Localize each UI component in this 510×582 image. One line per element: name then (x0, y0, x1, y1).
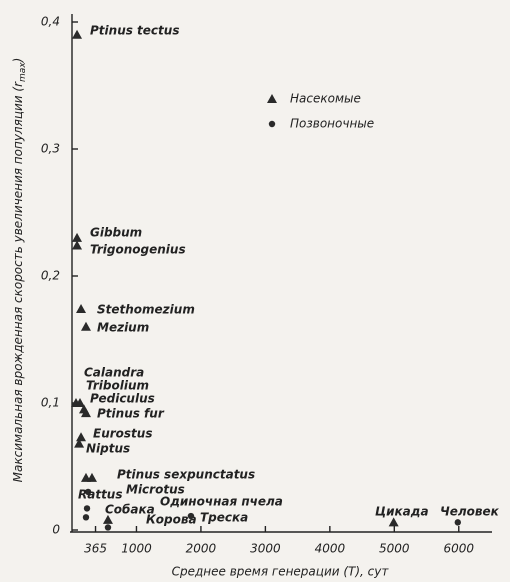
point-label: Calandra (84, 366, 144, 380)
point (80, 472, 91, 482)
x-tick-label: 6000 (443, 542, 474, 556)
x-tick-label: 2000 (186, 542, 217, 556)
point (102, 514, 113, 524)
point-label: Ptinus fur (97, 407, 165, 421)
point-label: Rattus (78, 488, 123, 502)
point (187, 512, 195, 520)
x-tick-label: 5000 (379, 542, 410, 556)
y-axis-title-main: Максимальная врожденная скорость увеличе… (11, 81, 25, 482)
point (104, 524, 112, 531)
point-label: Eurostus (93, 427, 152, 441)
y-axis-title-end: ) (11, 58, 25, 64)
x-tick-label: 365 (84, 542, 107, 556)
point (74, 398, 85, 407)
point (80, 321, 91, 331)
point-label: Треска (200, 511, 248, 525)
x-tick-label: 3000 (250, 542, 281, 556)
point (82, 514, 90, 521)
x-axis-title: Среднее время генерации (T), сут (172, 565, 390, 579)
point (454, 519, 462, 526)
legend-marker (268, 120, 276, 128)
point (72, 240, 83, 250)
y-tick-label: 0,3 (41, 142, 60, 156)
legend-label: Позвоночные (290, 117, 374, 131)
legend-label: Насекомые (290, 92, 361, 106)
point-label: Pediculus (90, 392, 155, 406)
y-tick-label: 0,1 (41, 396, 60, 410)
point-label: Microtus (126, 483, 185, 497)
point-label: Корова (146, 513, 197, 527)
point (74, 438, 85, 448)
y-tick-label: 0,4 (41, 15, 60, 29)
point-label: Ptinus tectus (90, 24, 179, 38)
point-label: Цикада (375, 505, 429, 519)
y-axis-title: Максимальная врожденная скорость увеличе… (11, 58, 28, 483)
point (76, 304, 87, 314)
y-axis-title-sub: max (18, 62, 28, 82)
point-label: Tribolium (86, 379, 149, 393)
x-tick-label: 1000 (121, 542, 152, 556)
point-label: Собака (105, 503, 155, 517)
point-label: Niptus (86, 442, 130, 456)
point (84, 488, 92, 496)
y-tick-label: 0,2 (41, 269, 60, 283)
point-label: Trigonogenius (90, 243, 186, 257)
point-label: Ptinus sexpunctatus (117, 468, 255, 482)
point-label: Stethomezium (97, 303, 195, 317)
point-label: Человек (440, 505, 500, 519)
point-label: Gibbum (90, 226, 142, 240)
point-label: Mezium (97, 321, 149, 335)
point (76, 432, 87, 442)
legend-marker (267, 94, 277, 103)
x-tick-label: 4000 (315, 542, 346, 556)
point (72, 232, 83, 242)
point (388, 517, 399, 527)
y-tick-label: 0 (52, 523, 60, 537)
point (83, 505, 91, 512)
point (80, 408, 91, 418)
point (72, 29, 83, 39)
point-label: Одиночная пчела (160, 495, 283, 509)
